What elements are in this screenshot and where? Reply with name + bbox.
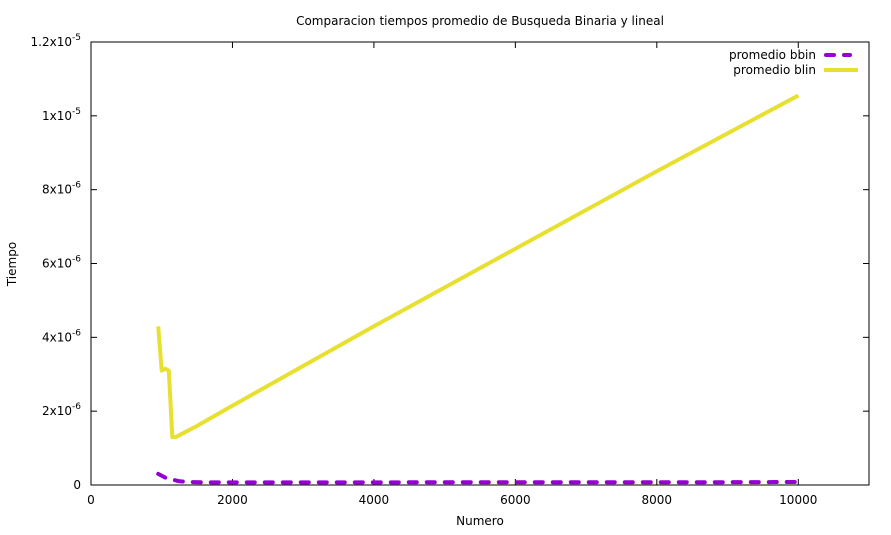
y-tick-label: 1.2x10-5 [31,33,81,49]
x-tick-label: 0 [87,493,95,507]
y-axis-title: Tiempo [5,242,19,287]
y-tick-label: 8x10-6 [42,181,81,197]
series-line-1 [156,471,801,485]
legend-label: promedio blin [733,63,816,77]
x-tick-label: 10000 [779,493,817,507]
legend-label: promedio bbin [729,48,816,62]
series-line-2 [156,93,800,439]
y-axis: 0 2x10-6 4x10-6 6x10-6 8x10-6 1x10-5 1.2x10-5 [31,33,869,492]
y-tick-label: 4x10-6 [42,328,81,344]
x-tick-label: 8000 [642,493,673,507]
x-tick-label: 6000 [500,493,531,507]
x-axis-title: Numero [456,514,504,528]
y-tick-label: 2x10-6 [42,402,81,418]
series-layer [156,93,801,485]
x-tick-label: 2000 [217,493,248,507]
y-tick-label: 6x10-6 [42,255,81,271]
chart-title: Comparacion tiempos promedio de Busqueda… [296,14,664,28]
x-tick-label: 4000 [359,493,390,507]
x-axis: 0 2000 4000 6000 8000 10000 [87,42,817,507]
y-tick-label: 1x10-5 [42,107,81,123]
y-tick-label: 0 [73,478,81,492]
